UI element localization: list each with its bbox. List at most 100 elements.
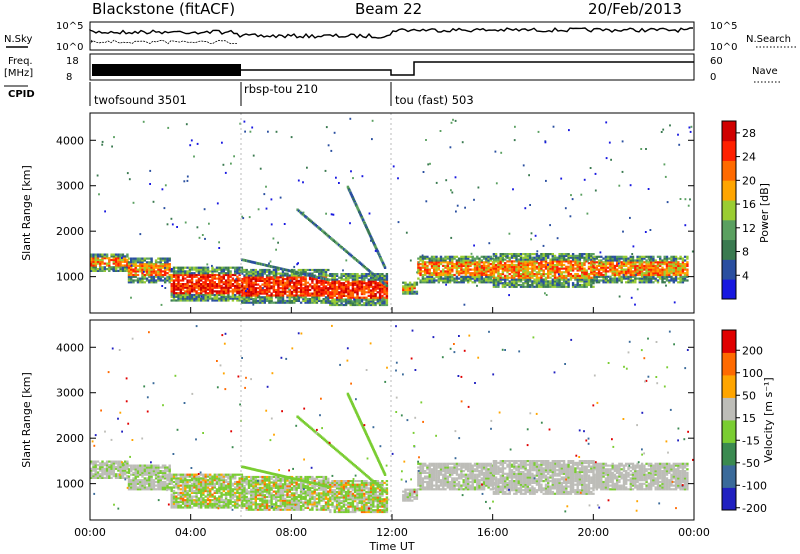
range-cell <box>218 272 221 275</box>
range-cell <box>99 464 102 467</box>
range-cell <box>90 462 93 465</box>
range-cell <box>668 281 671 284</box>
range-cell <box>677 266 680 269</box>
range-cell <box>252 261 255 264</box>
range-cell <box>117 469 120 472</box>
range-cell <box>327 296 330 299</box>
range-cell <box>298 271 302 275</box>
range-cell <box>629 268 632 271</box>
range-cell <box>105 475 109 478</box>
range-cell <box>281 279 285 282</box>
range-cell <box>315 270 319 273</box>
range-cell <box>448 277 452 280</box>
range-cell <box>139 261 142 264</box>
range-cell <box>556 282 559 285</box>
range-cell <box>549 253 552 256</box>
range-cell <box>238 295 241 298</box>
range-cell <box>141 486 144 489</box>
range-cell <box>457 257 461 260</box>
range-cell <box>608 141 611 144</box>
range-cell <box>126 260 129 263</box>
range-cell <box>229 266 232 269</box>
range-cell <box>587 283 591 287</box>
range-cell <box>406 292 409 295</box>
range-cell <box>274 276 276 279</box>
range-cell <box>324 272 328 275</box>
range-cell <box>245 292 248 295</box>
range-cell <box>585 271 588 274</box>
range-cell <box>206 288 210 291</box>
range-cell <box>295 287 298 290</box>
range-cell <box>567 254 570 257</box>
range-cell <box>256 262 259 265</box>
range-cell <box>409 259 412 262</box>
range-cell <box>464 259 468 262</box>
range-cell <box>576 265 579 268</box>
range-cell <box>175 284 178 287</box>
range-cell <box>455 266 459 269</box>
range-cell <box>501 271 505 274</box>
range-cell <box>609 263 612 266</box>
range-cell <box>234 295 237 298</box>
range-cell <box>402 285 405 288</box>
range-cell <box>236 292 239 295</box>
range-cell <box>143 482 146 485</box>
range-cell <box>654 272 657 275</box>
range-cell <box>103 268 106 271</box>
range-cell <box>215 499 219 502</box>
range-cell <box>297 209 301 213</box>
range-cell <box>499 256 502 259</box>
range-cell <box>311 287 314 290</box>
range-cell <box>299 274 303 277</box>
range-cell <box>663 270 666 273</box>
range-cell <box>519 265 523 268</box>
range-cell <box>464 272 468 275</box>
range-cell <box>92 262 95 265</box>
range-cell <box>150 261 153 264</box>
range-cell <box>304 290 307 293</box>
range-cell <box>315 278 319 281</box>
range-cell <box>213 499 216 502</box>
range-cell <box>265 270 269 273</box>
range-cell <box>238 288 241 291</box>
range-cell <box>168 264 171 267</box>
range-cell <box>184 493 187 496</box>
range-cell <box>250 294 253 297</box>
range-cell <box>304 268 307 272</box>
range-cell <box>256 272 260 275</box>
range-cell <box>112 469 115 472</box>
range-cell <box>248 216 251 219</box>
range-cell <box>286 301 289 304</box>
range-cell <box>150 470 153 473</box>
range-cell <box>451 264 454 267</box>
range-cell <box>195 493 198 496</box>
range-cell <box>179 500 182 504</box>
range-cell <box>119 469 122 472</box>
range-cell <box>259 167 262 170</box>
range-cell <box>325 212 327 215</box>
range-cell <box>654 279 657 282</box>
range-cell <box>229 275 232 278</box>
range-cell <box>136 464 140 467</box>
range-cell <box>524 282 527 285</box>
range-cell <box>536 250 539 253</box>
range-cell <box>136 480 140 484</box>
range-cell <box>254 268 257 272</box>
range-cell <box>157 268 160 271</box>
range-cell <box>313 285 316 288</box>
range-cell <box>184 479 187 482</box>
range-cell <box>556 271 559 274</box>
range-cell <box>200 273 203 277</box>
range-cell <box>250 288 253 292</box>
range-cell <box>293 270 297 274</box>
range-cell <box>538 285 541 288</box>
range-cell <box>508 276 511 279</box>
range-cell <box>90 471 93 474</box>
range-cell <box>288 278 291 281</box>
range-cell <box>430 257 434 260</box>
range-cell <box>590 276 593 279</box>
range-cell <box>290 278 294 281</box>
range-cell <box>560 283 563 287</box>
range-cell <box>492 285 496 288</box>
range-cell <box>134 279 137 282</box>
